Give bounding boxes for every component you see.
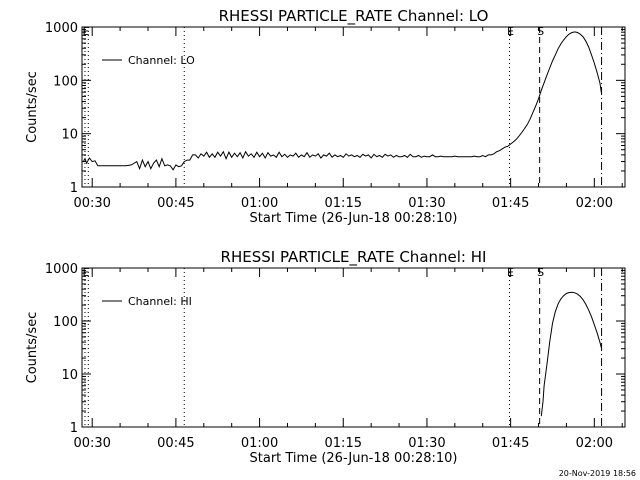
plot-frame-hi — [81, 267, 626, 428]
x-tick-label-hi: 02:00 — [576, 436, 613, 451]
y-tick-label-hi: 10 — [61, 368, 78, 383]
chart-title-hi: RHESSI PARTICLE_RATE Channel: HI — [221, 248, 487, 267]
x-axis-label-hi: Start Time (26-Jun-18 00:28:10) — [250, 451, 458, 466]
legend-label-hi: Channel: HI — [128, 295, 192, 308]
y-tick-label-hi: 1 — [70, 421, 78, 436]
y-tick-label-lo: 100 — [53, 74, 78, 89]
chart-panel-hi: RHESSI PARTICLE_RATE Channel: HI 1 10 100 10… — [25, 248, 626, 466]
plot-frame-lo — [81, 26, 626, 188]
x-tick-label-lo: 02:00 — [576, 196, 613, 211]
y-axis-label-lo: Counts/sec — [25, 71, 40, 143]
event-marker-label-hi: E — [82, 266, 89, 279]
event-marker-label-hi: S — [537, 266, 544, 279]
x-tick-label-hi: 01:30 — [408, 436, 445, 451]
x-tick-label-hi: 01:00 — [241, 436, 278, 451]
y-axis-label-hi: Counts/sec — [25, 312, 40, 384]
y-tick-label-hi: 1000 — [45, 262, 78, 277]
series-line-hi — [540, 291, 603, 417]
y-tick-label-lo: 1000 — [45, 21, 78, 36]
event-marker-label-lo: E — [82, 25, 89, 38]
x-tick-label-hi: 00:45 — [157, 436, 194, 451]
x-tick-label-hi: 01:15 — [325, 436, 362, 451]
x-axis-label-lo: Start Time (26-Jun-18 00:28:10) — [250, 211, 458, 226]
x-tick-label-lo: 01:15 — [325, 196, 362, 211]
event-marker-label-hi: E — [507, 266, 514, 279]
event-marker-label-lo: S — [537, 25, 544, 38]
x-tick-label-hi: 01:45 — [492, 436, 529, 451]
x-tick-label-lo: 00:45 — [157, 196, 194, 211]
x-tick-label-hi: 00:30 — [73, 436, 110, 451]
chart-title-lo: RHESSI PARTICLE_RATE Channel: LO — [219, 7, 489, 26]
x-tick-label-lo: 01:30 — [408, 196, 445, 211]
chart-panel-lo: RHESSI PARTICLE_RATE Channel: LO 1 10 100 10… — [25, 7, 626, 226]
legend-label-lo: Channel: LO — [128, 54, 195, 67]
x-tick-label-lo: 00:30 — [73, 196, 110, 211]
x-tick-label-lo: 01:00 — [241, 196, 278, 211]
x-tick-label-lo: 01:45 — [492, 196, 529, 211]
y-tick-label-lo: 1 — [70, 181, 78, 196]
event-marker-label-lo: E — [507, 25, 514, 38]
y-tick-label-lo: 10 — [61, 128, 78, 143]
series-line-lo — [82, 31, 603, 171]
y-tick-label-hi: 100 — [53, 315, 78, 330]
timestamp-footer: 20-Nov-2019 18:56 — [559, 469, 636, 478]
